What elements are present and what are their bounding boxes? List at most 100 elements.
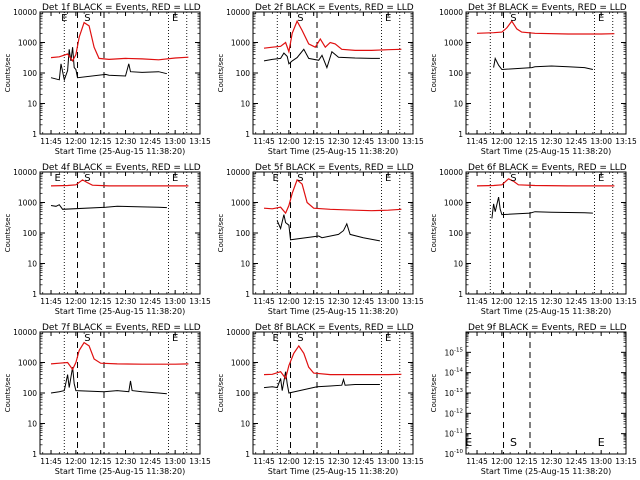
y-tick-label: 10-12 bbox=[444, 408, 463, 418]
y-tick-label: 10 bbox=[240, 260, 250, 269]
marker-e: E bbox=[172, 13, 178, 24]
x-tick-label: 12:15 bbox=[516, 457, 538, 466]
panel-title: Det 4f BLACK = Events, RED = LLD bbox=[42, 163, 201, 173]
marker-s: S bbox=[297, 13, 303, 24]
x-tick-label: 13:15 bbox=[402, 457, 424, 466]
x-tick-label: 12:30 bbox=[115, 297, 137, 306]
marker-e: E bbox=[598, 13, 604, 24]
x-tick-label: 12:30 bbox=[541, 457, 563, 466]
x-tick-label: 13:15 bbox=[189, 137, 211, 146]
x-tick-label: 12:15 bbox=[516, 297, 538, 306]
chart-panel-9: Det 9f BLACK = Events, RED = LLD 10-10 10-… bbox=[430, 323, 637, 476]
y-tick-label: 10 bbox=[27, 420, 37, 429]
x-tick-label: 13:15 bbox=[402, 137, 424, 146]
y-tick-label: 10-14 bbox=[444, 368, 463, 378]
panel-title: Det 6f BLACK = Events, RED = LLD bbox=[468, 163, 627, 173]
y-axis-label: Counts/sec bbox=[217, 54, 225, 93]
y-tick-label: 1000 bbox=[18, 199, 37, 208]
marker-s: S bbox=[297, 333, 303, 344]
x-axis-label: Start Time (25-Aug-15 11:38:20) bbox=[55, 147, 186, 156]
lld-series-line bbox=[50, 179, 189, 187]
marker-s: S bbox=[84, 13, 90, 24]
y-tick-label: 100 bbox=[236, 69, 251, 78]
axes-frame bbox=[465, 331, 627, 455]
x-tick-label: 12:30 bbox=[328, 297, 350, 306]
panel-title: Det 7f BLACK = Events, RED = LLD bbox=[42, 323, 201, 333]
x-tick-label: 13:00 bbox=[590, 137, 612, 146]
y-tick-label: 1 bbox=[32, 130, 37, 139]
y-tick-label: 100 bbox=[23, 389, 38, 398]
x-tick-label: 13:15 bbox=[402, 297, 424, 306]
x-tick-label: 12:15 bbox=[90, 297, 112, 306]
marker-e: E bbox=[272, 333, 278, 344]
axes-frame bbox=[39, 11, 201, 135]
marker-e: E bbox=[465, 436, 472, 449]
y-axis-label: Counts/sec bbox=[4, 374, 12, 413]
x-tick-label: 11:45 bbox=[466, 297, 488, 306]
y-axis-label: Counts/sec bbox=[4, 54, 12, 93]
x-axis-label: Start Time (25-Aug-15 11:38:20) bbox=[481, 307, 612, 316]
x-axis-label: Start Time (25-Aug-15 11:38:20) bbox=[268, 147, 399, 156]
y-tick-label: 1 bbox=[245, 290, 250, 299]
x-tick-label: 12:00 bbox=[65, 137, 87, 146]
y-tick-label: 10000 bbox=[13, 168, 37, 177]
x-tick-label: 13:15 bbox=[615, 137, 637, 146]
x-tick-label: 12:30 bbox=[328, 137, 350, 146]
events-series-line bbox=[276, 214, 380, 242]
x-tick-label: 13:15 bbox=[189, 457, 211, 466]
x-tick-label: 13:00 bbox=[377, 457, 399, 466]
y-tick-label: 100 bbox=[236, 389, 251, 398]
y-tick-label: 1000 bbox=[231, 199, 250, 208]
x-tick-label: 13:00 bbox=[377, 137, 399, 146]
x-tick-label: 12:15 bbox=[303, 297, 325, 306]
y-tick-label: 1000 bbox=[444, 199, 463, 208]
x-tick-label: 12:30 bbox=[541, 137, 563, 146]
y-tick-label: 1 bbox=[458, 290, 463, 299]
chart-panel-6: Det 6f BLACK = Events, RED = LLD 1 10 100 10… bbox=[430, 163, 637, 316]
x-tick-label: 13:00 bbox=[377, 297, 399, 306]
panel-title: Det 8f BLACK = Events, RED = LLD bbox=[255, 323, 414, 333]
axes-frame bbox=[252, 11, 414, 135]
x-tick-label: 12:00 bbox=[65, 297, 87, 306]
y-tick-label: 100 bbox=[23, 229, 38, 238]
y-tick-label: 1 bbox=[245, 130, 250, 139]
x-tick-label: 11:45 bbox=[466, 457, 488, 466]
y-tick-label: 1000 bbox=[231, 39, 250, 48]
panel-title: Det 2f BLACK = Events, RED = LLD bbox=[255, 3, 414, 13]
y-tick-label: 10-15 bbox=[444, 347, 463, 357]
x-tick-label: 13:00 bbox=[164, 137, 186, 146]
events-series-line bbox=[50, 47, 168, 82]
chart-panel-1: Det 1f BLACK = Events, RED = LLD 1 10 100 10… bbox=[4, 3, 211, 156]
x-tick-label: 11:45 bbox=[253, 137, 275, 146]
x-axis-label: Start Time (25-Aug-15 11:38:20) bbox=[481, 147, 612, 156]
x-tick-label: 12:45 bbox=[566, 137, 588, 146]
x-tick-label: 12:15 bbox=[303, 457, 325, 466]
y-tick-label: 1000 bbox=[18, 359, 37, 368]
y-tick-label: 100 bbox=[236, 229, 251, 238]
x-tick-label: 12:00 bbox=[491, 137, 513, 146]
x-tick-label: 12:45 bbox=[353, 137, 375, 146]
y-tick-label: 10000 bbox=[226, 8, 250, 17]
y-tick-label: 10000 bbox=[226, 328, 250, 337]
marker-s: S bbox=[510, 436, 517, 449]
y-tick-label: 1000 bbox=[444, 39, 463, 48]
x-axis-label: Start Time (25-Aug-15 11:38:20) bbox=[55, 467, 186, 476]
y-axis-label: Counts/sec bbox=[4, 214, 12, 253]
x-tick-label: 12:45 bbox=[140, 457, 162, 466]
events-series-line bbox=[263, 371, 380, 394]
chart-panel-3: Det 3f BLACK = Events, RED = LLD 1 10 100 10… bbox=[430, 3, 637, 156]
x-tick-label: 12:30 bbox=[541, 297, 563, 306]
x-axis-label: Start Time (25-Aug-15 11:38:20) bbox=[55, 307, 186, 316]
y-tick-label: 10-11 bbox=[444, 429, 463, 439]
x-axis-label: Start Time (25-Aug-15 11:38:20) bbox=[268, 307, 399, 316]
y-tick-label: 10 bbox=[240, 100, 250, 109]
x-tick-label: 13:00 bbox=[590, 297, 612, 306]
x-tick-label: 12:30 bbox=[328, 457, 350, 466]
y-tick-label: 10 bbox=[453, 100, 463, 109]
panel-title: Det 5f BLACK = Events, RED = LLD bbox=[255, 163, 414, 173]
y-tick-label: 10-10 bbox=[444, 449, 463, 459]
x-tick-label: 12:00 bbox=[65, 457, 87, 466]
y-tick-label: 10000 bbox=[439, 168, 463, 177]
lld-series-line bbox=[476, 178, 615, 187]
